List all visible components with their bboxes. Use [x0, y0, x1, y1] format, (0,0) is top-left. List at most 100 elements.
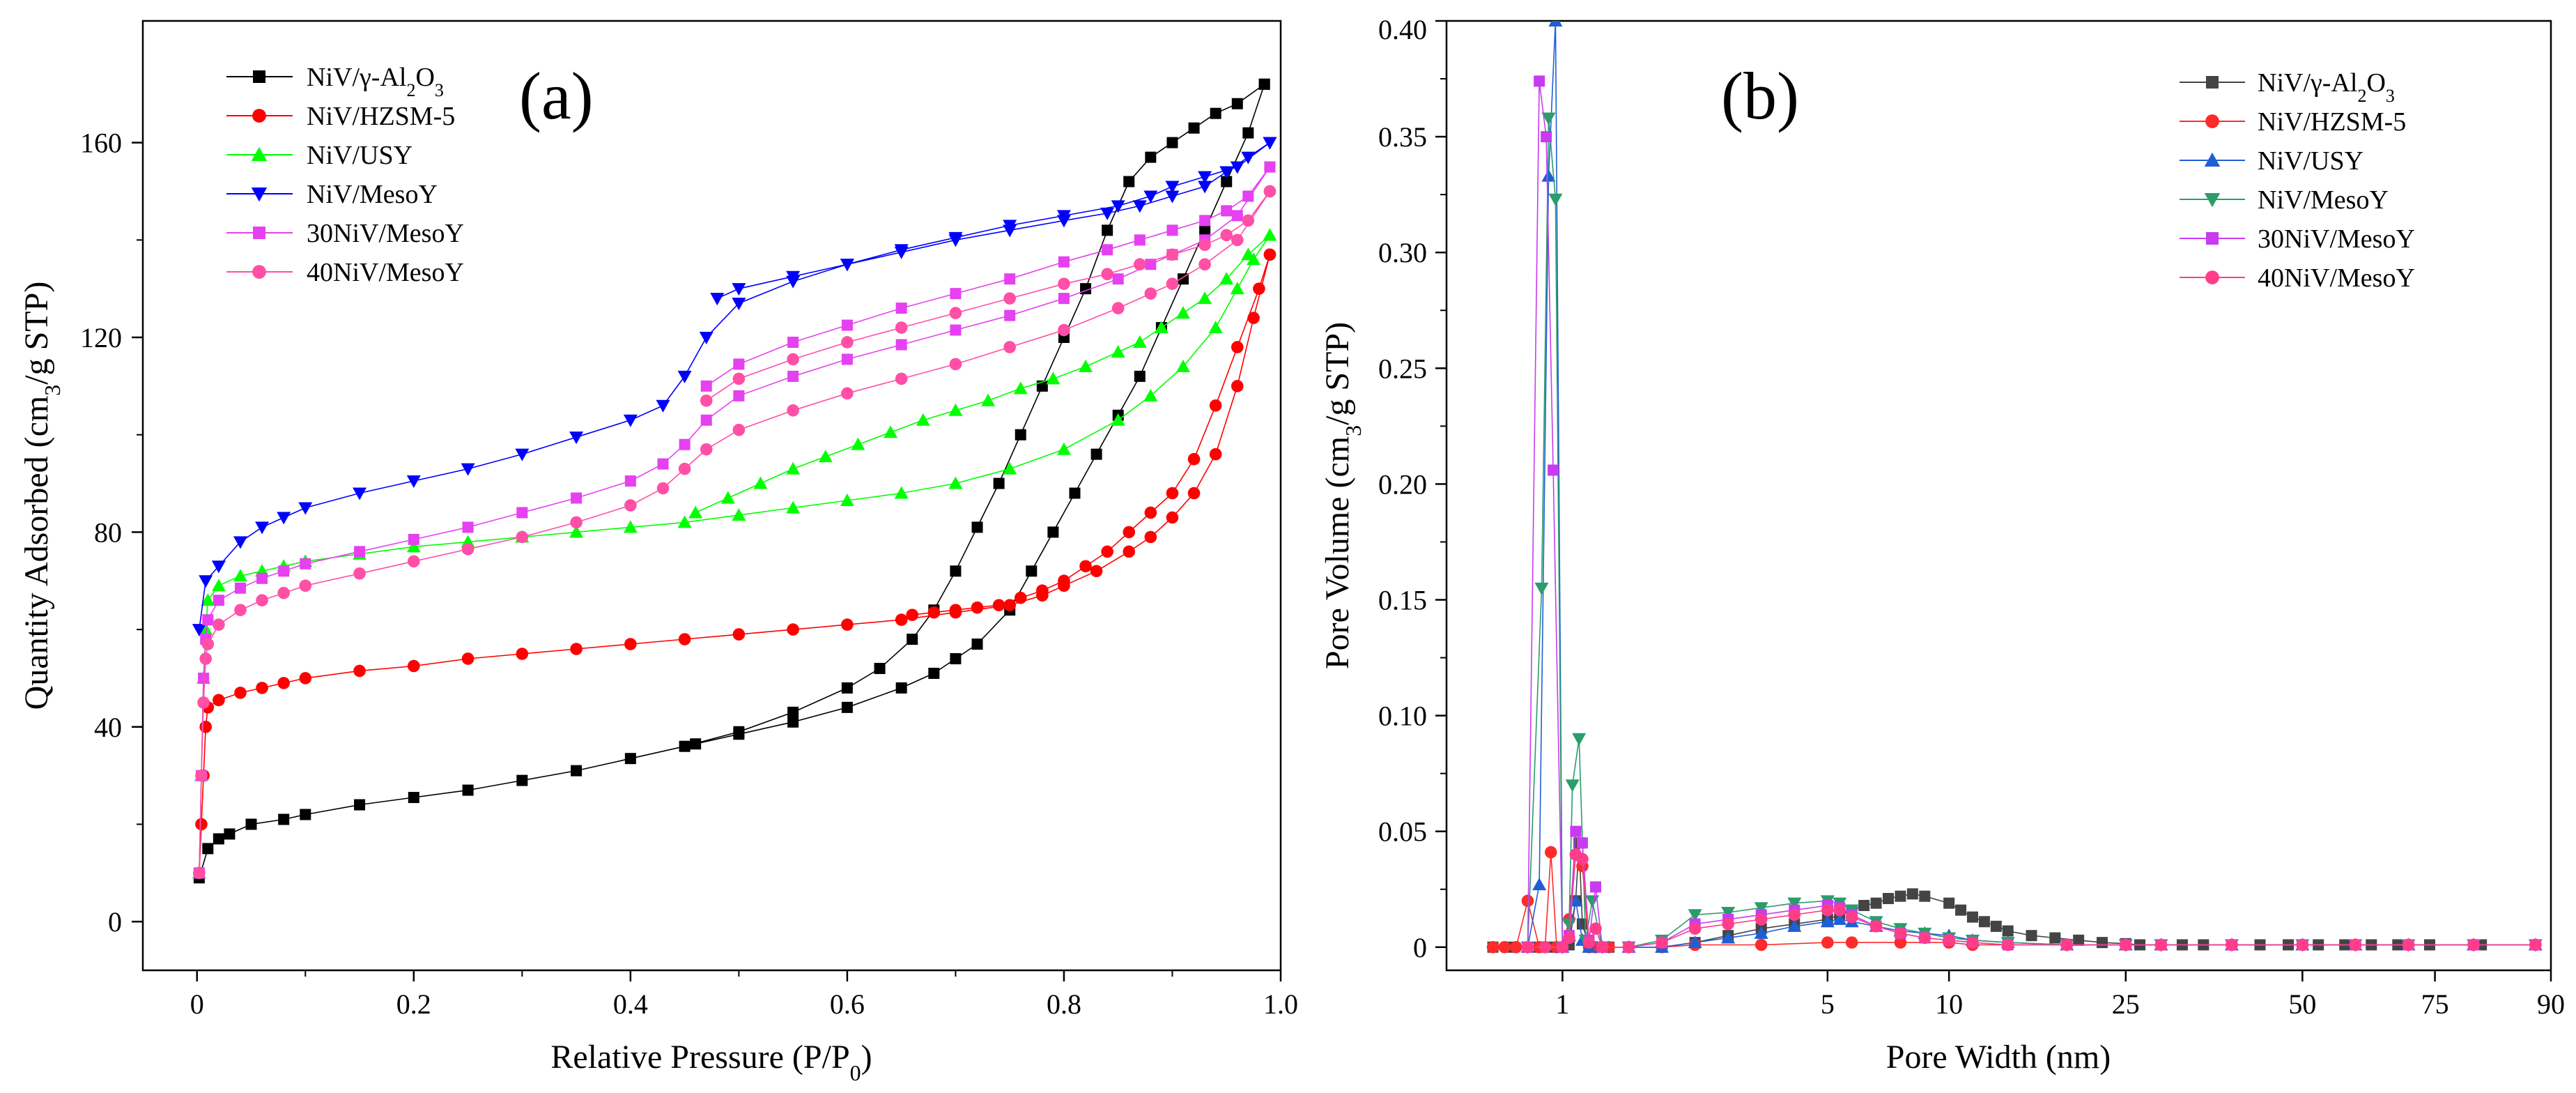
- panel-a-point-5-17: [678, 462, 691, 475]
- panel-b-point-3-16: [1787, 897, 1802, 910]
- panel-b-point-5-5: [1576, 853, 1589, 866]
- panel-a-point-1-44: [1058, 574, 1070, 588]
- panel-a-series-5: [193, 185, 1277, 880]
- panel-a-legend-label-1: NiV/HZSM-5: [307, 102, 455, 131]
- panel-a-point-2-19: [840, 493, 854, 506]
- panel-b-point-0-37: [2096, 937, 2108, 949]
- panel-b-point-5-23: [2001, 938, 2014, 951]
- panel-a-point-4-39: [1058, 256, 1070, 268]
- panel-a-point-5-40: [1003, 292, 1016, 305]
- panel-a-point-0-2: [213, 833, 224, 845]
- panel-a-point-5-2: [197, 696, 210, 709]
- panel-b-label: (b): [1721, 59, 1799, 133]
- panel-a-point-0-23: [1015, 429, 1026, 441]
- panel-a-point-2-22: [1003, 461, 1017, 475]
- panel-a-point-0-33: [1231, 98, 1243, 109]
- panel-a-point-1-40: [1144, 506, 1157, 519]
- panel-b-ytick-label-8: 0.40: [1378, 14, 1427, 45]
- panel-a-point-4-5: [213, 595, 224, 606]
- panel-a-ytick-label-1: 40: [94, 712, 122, 743]
- panel-b-point-4-1: [1534, 75, 1545, 87]
- panel-a-point-2-27: [1208, 321, 1223, 334]
- panel-a-point-5-0: [193, 866, 206, 880]
- panel-a-legend-label-3: NiV/MesoY: [307, 180, 438, 209]
- panel-a-point-5-5: [213, 618, 225, 631]
- panel-a-point-4-4: [202, 614, 214, 626]
- panel-b-point-0-30: [1966, 911, 1978, 923]
- panel-a-point-2-21: [948, 476, 963, 489]
- panel-b-point-0-32: [1990, 920, 2002, 932]
- panel-a-point-5-34: [1220, 229, 1233, 242]
- panel-a-point-0-44: [1069, 487, 1081, 499]
- panel-a-point-3-33: [1165, 190, 1180, 204]
- panel-b-xlabel: Pore Width (nm): [1886, 1039, 2111, 1076]
- panel-b-point-3-3: [1548, 193, 1563, 206]
- panel-b-point-0-33: [2002, 925, 2014, 937]
- panel-b-point-5-30: [2402, 938, 2415, 951]
- panel-a-point-3-9: [461, 463, 475, 476]
- panel-a-point-5-30: [1231, 234, 1244, 247]
- panel-a-point-5-19: [732, 423, 746, 436]
- panel-a-point-2-16: [677, 515, 692, 528]
- panel-b-point-5-20: [1918, 931, 1931, 945]
- panel-a-point-5-24: [1003, 341, 1016, 353]
- panel-a-point-1-37: [1209, 399, 1222, 412]
- panel-a-point-0-46: [1026, 565, 1038, 577]
- panel-a-label: (a): [519, 59, 594, 133]
- panel-b-chart: 1 5 10 25 50 75 90 0 0.05 0.10 0.15 0.20 0.25 0.30 0.3…: [1319, 14, 2565, 1076]
- panel-a-point-4-34: [1221, 205, 1233, 217]
- panel-a-point-3-39: [894, 246, 909, 259]
- panel-a-point-4-40: [1004, 273, 1016, 285]
- panel-a-point-4-19: [733, 390, 745, 402]
- panel-a-point-5-3: [199, 652, 213, 665]
- panel-b-ytick-label-0: 0: [1413, 932, 1427, 963]
- panel-a-point-4-41: [950, 288, 962, 300]
- panel-a-point-1-30: [1209, 448, 1222, 461]
- panel-b-legend-item-5: 40NiV/MesoY: [2180, 263, 2415, 293]
- panel-a-point-2-45: [884, 425, 898, 438]
- panel-a-point-3-41: [786, 270, 801, 284]
- panel-b-ylabel: Pore Volume (cm3/g STP): [1319, 322, 1366, 669]
- panel-a-legend-item-1: NiV/HZSM-5: [226, 102, 455, 131]
- panel-a-point-1-22: [1003, 599, 1016, 611]
- panel-b-point-2-16: [1820, 915, 1835, 928]
- panel-b-point-2-1: [1532, 878, 1547, 891]
- panel-b-point-3-5: [1561, 918, 1576, 931]
- panel-a-point-2-32: [1241, 247, 1256, 261]
- panel-a-point-3-23: [1111, 200, 1125, 213]
- panel-a-point-2-26: [1176, 359, 1191, 372]
- panel-a-ytick-label-3: 120: [80, 322, 122, 353]
- panel-b-point-3-13: [1688, 909, 1702, 922]
- panel-a-point-5-13: [516, 530, 529, 544]
- panel-a-legend-item-2: NiV/USY: [226, 141, 412, 170]
- panel-a-point-3-43: [710, 293, 725, 306]
- panel-b-point-4-2: [1541, 131, 1552, 143]
- panel-a-point-1-26: [1123, 545, 1136, 558]
- panel-a-point-4-24: [1004, 309, 1016, 321]
- panel-a-point-0-17: [874, 662, 886, 674]
- panel-a-point-2-39: [1079, 359, 1093, 372]
- panel-a-point-3-15: [699, 332, 714, 344]
- panel-b-legend-item-1: NiV/HZSM-5: [2180, 107, 2406, 137]
- panel-a-point-5-35: [1198, 238, 1211, 252]
- panel-b-point-5-9: [1622, 940, 1635, 954]
- panel-a-point-0-18: [907, 634, 918, 645]
- panel-b-point-0-25: [1895, 890, 1906, 902]
- panel-a-point-1-31: [1231, 380, 1244, 392]
- panel-b-series-5: [1521, 848, 2542, 954]
- panel-b-xtick-label-2: 10: [1935, 988, 1963, 1020]
- panel-a-point-0-31: [1188, 122, 1200, 134]
- panel-a-point-1-43: [1079, 560, 1092, 573]
- panel-a-point-4-11: [408, 533, 419, 545]
- panel-a-point-0-41: [1134, 370, 1146, 382]
- panel-b-legend-item-3: NiV/MesoY: [2180, 185, 2389, 215]
- panel-a-point-4-17: [679, 438, 691, 450]
- panel-a-legend-item-5: 40NiV/MesoY: [226, 258, 464, 287]
- panel-b-point-1-6: [1544, 846, 1557, 859]
- panel-a-point-3-31: [1219, 166, 1234, 179]
- panel-a-point-4-20: [787, 370, 799, 382]
- panel-b-point-4-9: [1589, 881, 1601, 893]
- panel-a-point-5-10: [353, 567, 366, 580]
- panel-a-point-0-12: [624, 753, 636, 765]
